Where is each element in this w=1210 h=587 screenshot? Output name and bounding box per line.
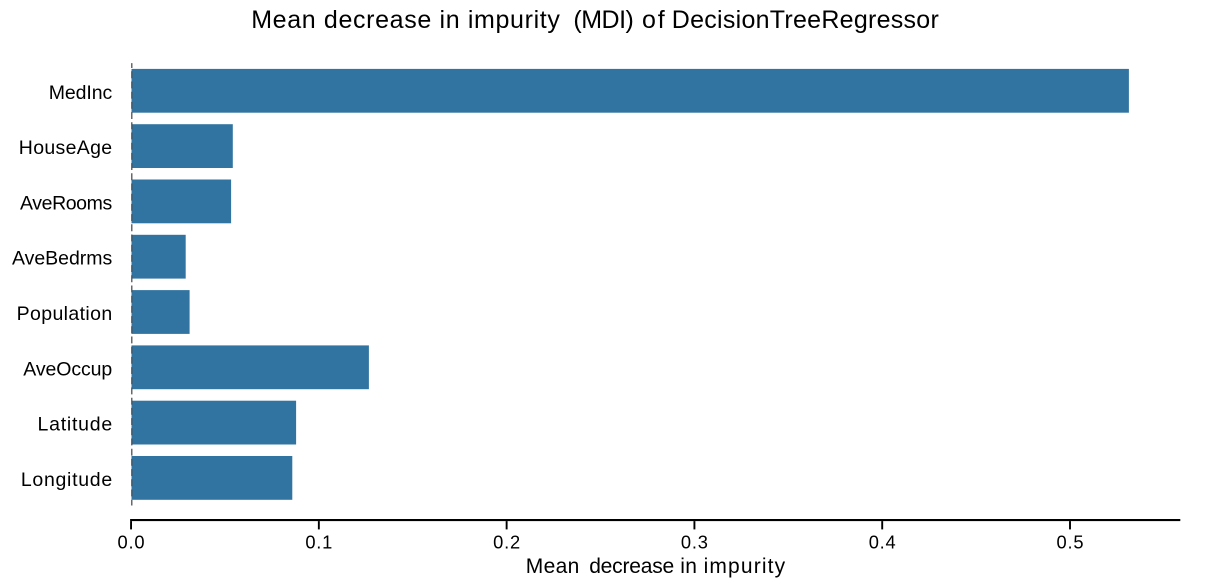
svg-text:Longitude: Longitude bbox=[21, 469, 113, 491]
svg-text:0.1: 0.1 bbox=[305, 531, 333, 552]
svg-text:Latitude: Latitude bbox=[38, 414, 113, 436]
svg-text:impurity: impurity bbox=[704, 555, 787, 578]
svg-text:in: in bbox=[680, 555, 697, 578]
svg-text:HouseAge: HouseAge bbox=[19, 137, 113, 159]
svg-text:AveOccup: AveOccup bbox=[23, 358, 112, 380]
svg-text:AveBedrms: AveBedrms bbox=[12, 248, 112, 270]
svg-text:0.5: 0.5 bbox=[1056, 531, 1084, 552]
svg-text:0.0: 0.0 bbox=[118, 531, 146, 552]
svg-text:AveRooms: AveRooms bbox=[20, 192, 112, 214]
svg-text:0.4: 0.4 bbox=[869, 531, 897, 552]
svg-text:MedInc: MedInc bbox=[49, 82, 113, 104]
svg-text:of: of bbox=[642, 6, 666, 34]
svg-text:0.3: 0.3 bbox=[681, 531, 709, 552]
svg-text:0.2: 0.2 bbox=[493, 531, 521, 552]
svg-text:decrease: decrease bbox=[589, 555, 674, 578]
svg-text:Mean: Mean bbox=[526, 555, 580, 578]
svg-text:(MDI): (MDI) bbox=[573, 6, 633, 34]
svg-text:Population: Population bbox=[17, 303, 113, 325]
svg-text:Mean decrease in impurity: Mean decrease in impurity bbox=[251, 6, 560, 34]
svg-text:DecisionTreeRegressor: DecisionTreeRegressor bbox=[672, 6, 939, 34]
